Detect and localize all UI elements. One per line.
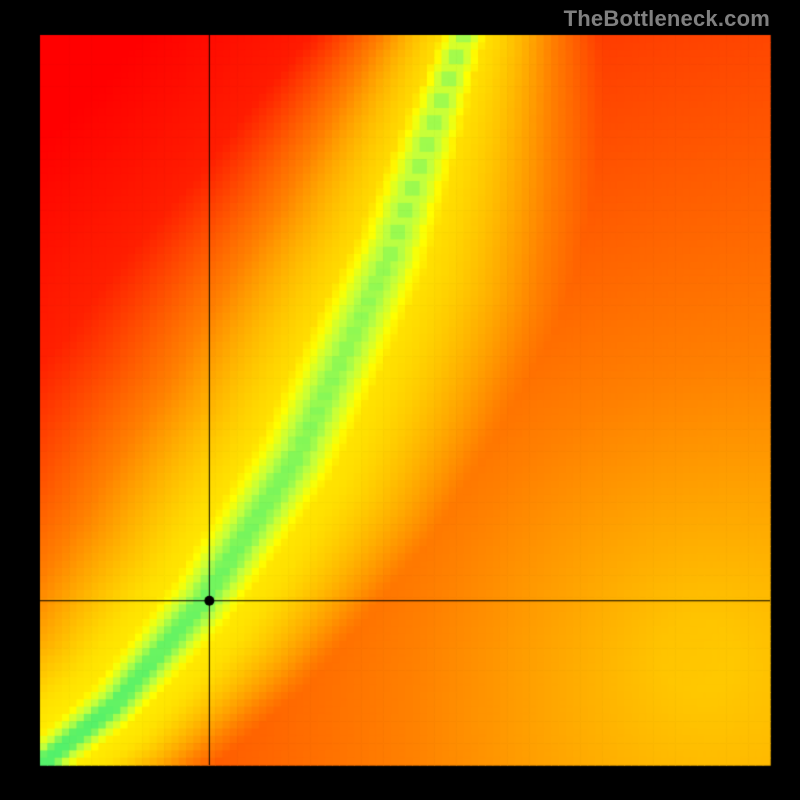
watermark-text: TheBottleneck.com bbox=[564, 6, 770, 32]
figure-container: { "watermark": { "text": "TheBottleneck.… bbox=[0, 0, 800, 800]
bottleneck-heatmap bbox=[0, 0, 800, 800]
